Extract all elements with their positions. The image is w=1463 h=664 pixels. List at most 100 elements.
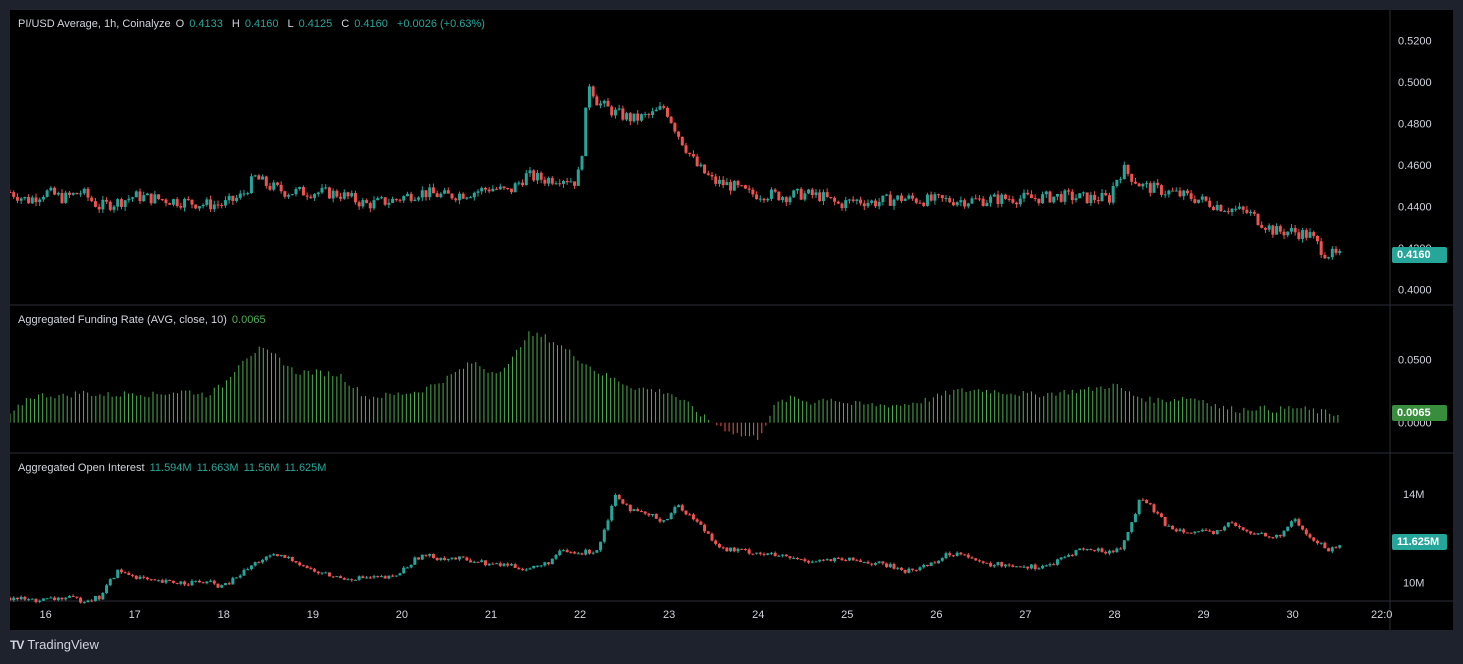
oi-candle [1081, 547, 1085, 551]
oi-candle [257, 561, 261, 564]
oi-candle [1015, 566, 1019, 568]
oi-legend: Aggregated Open Interest 11.594M 11.663M… [18, 462, 326, 474]
price-candle [573, 181, 577, 189]
oi-candle [324, 571, 328, 574]
price-candle [194, 204, 198, 210]
price-candle [810, 187, 814, 199]
price-candle [1044, 190, 1048, 198]
oi-candle [186, 582, 190, 587]
price-candle [316, 191, 320, 197]
price-candle [97, 203, 101, 213]
price-candle [420, 186, 424, 202]
price-candle [755, 191, 759, 200]
oi-axis-tick: 14M [1403, 489, 1424, 501]
oi-candle [1093, 549, 1097, 552]
oi-candle [1048, 562, 1052, 567]
price-candle [391, 196, 395, 204]
price-candle [951, 198, 955, 207]
oi-candle [372, 574, 376, 579]
price-candle [1230, 208, 1234, 216]
oi-candle [862, 561, 866, 564]
price-candle [417, 196, 421, 202]
price-candle [1312, 230, 1316, 239]
oi-candle [617, 494, 621, 500]
oi-candle [1063, 555, 1067, 559]
price-candle [929, 191, 933, 202]
price-candle [1104, 189, 1108, 197]
price-candle [357, 200, 361, 210]
price-candle [179, 202, 183, 210]
oi-candle [1204, 528, 1208, 531]
oi-candle [220, 584, 224, 589]
price-candle [105, 197, 109, 205]
oi-candle [30, 598, 34, 600]
oi-candle [1178, 527, 1182, 532]
oi-candle [1003, 563, 1007, 568]
brand-footer[interactable]: TV TradingView [10, 637, 99, 652]
price-candle [1334, 246, 1338, 256]
oi-candle [803, 557, 807, 563]
oi-candle [450, 557, 454, 561]
oi-candle [1323, 541, 1327, 549]
price-candle [725, 178, 729, 186]
oi-candle [279, 554, 283, 557]
oi-candle [249, 565, 253, 571]
price-candle [602, 99, 606, 108]
price-candle [877, 198, 881, 210]
funding-axis-tick: 0.0500 [1398, 354, 1432, 366]
oi-candle [573, 551, 577, 555]
price-candle [963, 198, 967, 209]
price-candle [766, 197, 770, 203]
oi-candle [651, 513, 655, 517]
price-candle [561, 179, 565, 188]
price-candle [242, 189, 246, 197]
price-candle [625, 111, 629, 122]
price-candle [606, 97, 610, 107]
price-candle [1141, 182, 1145, 190]
oi-candle [1122, 540, 1126, 551]
oi-candle [695, 517, 699, 523]
oi-candle [12, 596, 16, 602]
oi-candle [565, 548, 569, 553]
oi-candle [235, 577, 239, 579]
change-value: +0.0026 (+0.63%) [396, 18, 485, 30]
price-candle [1107, 192, 1111, 205]
chart-area[interactable]: 0.52000.50000.48000.46000.44000.42000.40… [10, 10, 1453, 630]
open-value: 0.4133 [189, 18, 223, 30]
price-candle [989, 194, 993, 207]
oi-candle [873, 562, 877, 566]
time-axis-tick: 28 [1108, 609, 1120, 621]
price-candle [647, 112, 651, 119]
oi-candle [714, 539, 718, 546]
time-axis-tick: 22 [574, 609, 586, 621]
oi-candle [721, 546, 725, 550]
oi-candle [636, 507, 640, 512]
price-candle [710, 171, 714, 181]
price-candle [918, 200, 922, 204]
oi-title[interactable]: Aggregated Open Interest [18, 462, 145, 474]
oi-candle [781, 554, 785, 558]
price-candle [1249, 209, 1253, 216]
oi-candle [123, 571, 127, 574]
price-candle [498, 183, 502, 191]
price-candle [409, 191, 413, 203]
symbol-title[interactable]: PI/USD Average, 1h, Coinalyze [18, 18, 171, 30]
oi-candle [439, 557, 443, 562]
oi-candle [628, 504, 632, 513]
oi-candle [743, 548, 747, 551]
oi-candle [818, 559, 822, 563]
oi-candle [1037, 567, 1041, 570]
funding-last-badge: 0.0065 [1392, 405, 1447, 421]
oi-candle [238, 574, 242, 579]
price-candle [205, 197, 209, 207]
price-candle [53, 186, 57, 196]
price-candle [19, 197, 23, 204]
funding-title[interactable]: Aggregated Funding Rate (AVG, close, 10) [18, 314, 227, 326]
price-candle [476, 189, 480, 197]
price-candle [491, 185, 495, 192]
time-axis-tick: 26 [930, 609, 942, 621]
price-candle [160, 198, 164, 201]
price-candle [1070, 189, 1074, 205]
chart-canvas[interactable]: 0.52000.50000.48000.46000.44000.42000.40… [10, 10, 1453, 630]
oi-candle [762, 552, 766, 557]
